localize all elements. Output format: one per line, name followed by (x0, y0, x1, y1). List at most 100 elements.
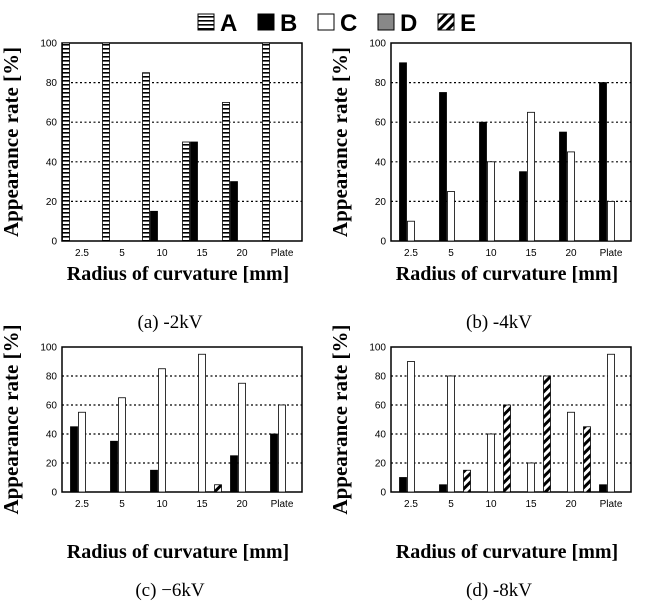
legend-label-a: A (220, 10, 237, 37)
x-tick-label: 20 (236, 499, 248, 510)
bar-b-5 (439, 92, 447, 242)
x-tick-label: 2.5 (404, 499, 418, 510)
panel-caption: (b) -4kV (466, 312, 532, 333)
y-tick-label: 100 (369, 343, 386, 354)
bar-c-20 (567, 411, 575, 493)
y-tick-label: 100 (40, 343, 57, 354)
y-tick-label: 60 (375, 118, 387, 129)
y-tick-label: 60 (46, 118, 58, 129)
bar-c-5 (118, 397, 126, 493)
y-tick-label: 20 (375, 459, 387, 470)
bar-b-plate (599, 484, 607, 493)
bar-c-2.5 (78, 411, 86, 493)
bar-b-2.5 (399, 62, 407, 242)
y-tick-label: 20 (46, 197, 58, 208)
y-tick-label: 0 (51, 488, 57, 499)
legend-swatch-c (317, 13, 335, 31)
bar-b-15 (519, 171, 527, 242)
x-axis-title: Radius of curvature [mm] (396, 263, 618, 285)
plot-frame (390, 42, 632, 242)
panel-caption: (c) −6kV (135, 580, 205, 601)
bar-b-2.5 (399, 477, 407, 493)
panel-caption: (d) -8kV (466, 580, 532, 601)
y-tick-label: 100 (40, 39, 57, 50)
bar-a-20 (222, 102, 230, 242)
legend-label-e: E (460, 10, 476, 37)
y-tick-label: 100 (369, 39, 386, 50)
bar-c-2.5 (407, 220, 415, 242)
bar-e-15 (214, 484, 222, 493)
y-tick-label: 0 (51, 237, 57, 248)
bar-a-15 (182, 141, 190, 242)
x-tick-label: 2.5 (75, 499, 89, 510)
panel-caption: (a) -2kV (138, 312, 203, 333)
plot-frame (390, 346, 632, 493)
bar-b-plate (599, 82, 607, 242)
y-tick-label: 80 (375, 372, 387, 383)
x-tick-label: 5 (119, 499, 125, 510)
bar-b-20 (559, 131, 567, 242)
bar-b-15 (190, 141, 198, 242)
bar-c-15 (527, 111, 535, 242)
y-tick-label: 80 (375, 78, 387, 89)
x-tick-label: Plate (600, 499, 623, 510)
x-tick-label: 10 (485, 248, 497, 259)
y-tick-label: 80 (46, 78, 58, 89)
bar-b-5 (439, 484, 447, 493)
legend-label-b: B (280, 10, 297, 37)
y-tick-label: 40 (375, 157, 387, 168)
bar-c-20 (238, 382, 246, 493)
x-axis-title: Radius of curvature [mm] (67, 263, 289, 285)
x-tick-label: Plate (271, 499, 294, 510)
x-tick-label: 20 (236, 248, 248, 259)
x-tick-label: 5 (448, 248, 454, 259)
y-tick-label: 20 (375, 197, 387, 208)
y-axis-title: Appearance rate [%] (0, 324, 23, 514)
panel-a: 0 20 40 60 80 100 2.5 5 10 15 20 Plate Appearance ra… (0, 39, 303, 333)
bar-b-10 (150, 469, 158, 493)
bar-b-10 (479, 121, 487, 242)
x-tick-label: 5 (448, 499, 454, 510)
y-tick-label: 60 (46, 401, 58, 412)
x-tick-label: Plate (600, 248, 623, 259)
bar-a-2.5 (62, 42, 70, 242)
bar-c-10 (487, 161, 495, 242)
bar-b-2.5 (70, 426, 78, 493)
plot-frame (61, 42, 303, 242)
y-tick-label: 20 (46, 459, 58, 470)
bar-a-10 (142, 72, 150, 242)
x-axis-title: Radius of curvature [mm] (67, 541, 289, 563)
bar-c-plate (607, 353, 615, 493)
bar-c-20 (567, 151, 575, 242)
y-tick-label: 60 (375, 401, 387, 412)
x-tick-label: 10 (156, 248, 168, 259)
bar-c-2.5 (407, 361, 415, 493)
x-tick-label: 2.5 (75, 248, 89, 259)
panel-b: 0 20 40 60 80 100 2.5 5 10 15 20 Plate Appearance ra… (328, 39, 632, 333)
legend-label-c: C (340, 10, 357, 37)
legend: A B C D E (197, 10, 476, 37)
x-tick-label: 15 (525, 499, 537, 510)
y-tick-label: 40 (375, 430, 387, 441)
bar-e-15 (543, 375, 551, 493)
x-tick-label: 15 (525, 248, 537, 259)
y-tick-label: 40 (46, 430, 58, 441)
plot-frame (61, 346, 303, 493)
y-axis-title: Appearance rate [%] (328, 324, 352, 514)
bar-e-5 (463, 469, 471, 493)
panel-d: 0 20 40 60 80 100 2.5 5 10 15 20 Plate Appearance ra… (328, 324, 632, 601)
y-tick-label: 0 (380, 488, 386, 499)
x-tick-label: 20 (565, 499, 577, 510)
bar-c-10 (487, 433, 495, 493)
x-tick-label: 20 (565, 248, 577, 259)
x-tick-label: 15 (196, 499, 208, 510)
x-tick-label: 2.5 (404, 248, 418, 259)
x-tick-label: 10 (485, 499, 497, 510)
y-axis-title: Appearance rate [%] (328, 47, 352, 237)
x-tick-label: 15 (196, 248, 208, 259)
bar-e-20 (583, 426, 591, 493)
x-tick-label: 10 (156, 499, 168, 510)
bar-b-20 (230, 455, 238, 493)
x-tick-label: 5 (119, 248, 125, 259)
